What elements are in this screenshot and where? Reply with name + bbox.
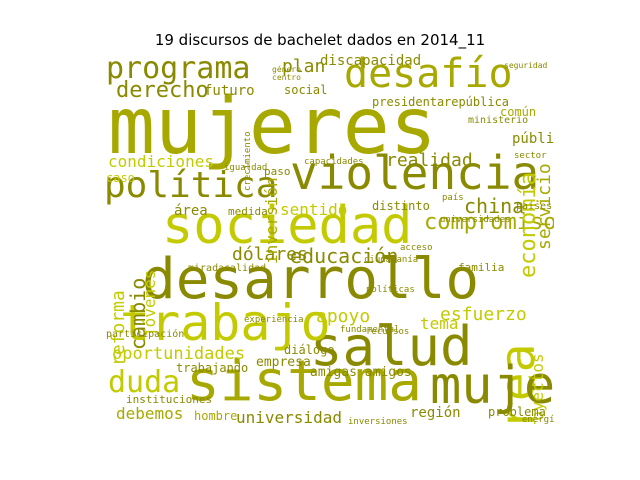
word-seguridad: seguridad — [504, 61, 548, 70]
word-ministerio: ministerio — [468, 115, 529, 126]
chart-title: 19 discursos de bachelet dados en 2014_1… — [154, 31, 486, 49]
word-presidenta: presidenta — [372, 95, 445, 109]
word-politicas: políticas — [366, 285, 415, 295]
word-comun: común — [500, 105, 537, 119]
word-trabajando: trabajando — [176, 361, 249, 375]
word-area: área — [174, 203, 208, 219]
word-oportunidades: oportunidades — [112, 344, 246, 364]
word-capacidades: capacidades — [304, 157, 364, 167]
word-instituciones: instituciones — [126, 393, 213, 406]
word-debemos: debemos — [116, 404, 184, 423]
word-duda: duda — [108, 365, 181, 400]
word-amigas-amigos: amigas amigos — [310, 365, 412, 380]
word-futuro: futuro — [204, 83, 255, 99]
word-energia: energía — [522, 415, 554, 425]
word-social: social — [284, 83, 328, 97]
word-apoyo: apoyo — [316, 306, 371, 327]
word-dolares: dólares — [232, 244, 308, 265]
word-empresa: empresa — [256, 355, 311, 370]
word-republica: república — [444, 95, 510, 109]
word-igualdad: igualdad — [224, 163, 268, 173]
word-reforma: reforma — [108, 289, 129, 366]
word-inversiones: inversiones — [348, 417, 408, 425]
word-universidades: universidades — [440, 215, 511, 225]
word-recursos: recursos — [366, 327, 410, 337]
word-region: región — [410, 405, 461, 421]
word-fundamental: fundamental — [340, 325, 400, 335]
word-ciudadania: ciudadanía — [364, 255, 419, 265]
word-genero: género — [272, 65, 301, 74]
word-educacion: educación — [290, 244, 399, 268]
word-caso: caso — [106, 171, 135, 185]
word-mujeres: mujeres — [108, 82, 437, 172]
word-programa: programa — [106, 54, 251, 86]
word-condiciones: condiciones — [108, 152, 214, 171]
word-participacion: participación — [106, 329, 185, 340]
word-trabajo: trabajo — [120, 294, 331, 352]
word-discapacidad: discapacidad — [320, 54, 422, 69]
word-compromiso: compromiso — [424, 210, 554, 235]
word-jovenes: jóvenes — [140, 269, 159, 338]
word-hombre: hombre — [194, 409, 238, 423]
word-sector: sector — [514, 151, 547, 161]
word-plan: plan — [282, 56, 326, 77]
word-problema: problema — [488, 405, 546, 419]
word-universidad: universidad — [236, 408, 342, 425]
word-inversion: inversión — [262, 177, 281, 265]
word-pais: país — [442, 193, 464, 203]
word-salud: salud — [310, 315, 473, 378]
word-medida: medida — [228, 205, 268, 218]
word-paso: paso — [264, 165, 291, 178]
word-cloud: mujeres desarrollo sistema salud sociedad vio… — [104, 54, 554, 424]
word-sentido: sentido — [280, 200, 348, 219]
word-mujer: mujer — [430, 356, 554, 416]
word-paises: países — [516, 201, 553, 212]
word-mirada: mirada — [188, 263, 225, 274]
word-centro: centro — [272, 73, 301, 82]
word-tema: tema — [420, 314, 459, 333]
word-desafio: desafío — [344, 54, 513, 97]
word-derecho: derecho — [116, 78, 209, 103]
word-familia: familia — [458, 261, 505, 274]
word-experiencia: experiencia — [244, 315, 304, 325]
word-calidad: calidad — [224, 263, 267, 274]
word-distinto: distinto — [372, 199, 430, 213]
word-desarrollo: desarrollo — [142, 247, 480, 312]
word-china: china — [464, 194, 525, 218]
word-politica: política — [104, 165, 278, 206]
word-sistema: sistema — [186, 349, 423, 414]
word-acceso: acceso — [400, 243, 433, 253]
word-crecimiento: crecimiento — [243, 131, 253, 192]
word-sociedad: sociedad — [162, 196, 413, 256]
word-realidad: realidad — [386, 150, 473, 171]
word-violencia: violencia — [290, 146, 540, 200]
word-dialogo: diálogo — [284, 343, 335, 357]
word-esfuerzo: esfuerzo — [440, 304, 527, 325]
